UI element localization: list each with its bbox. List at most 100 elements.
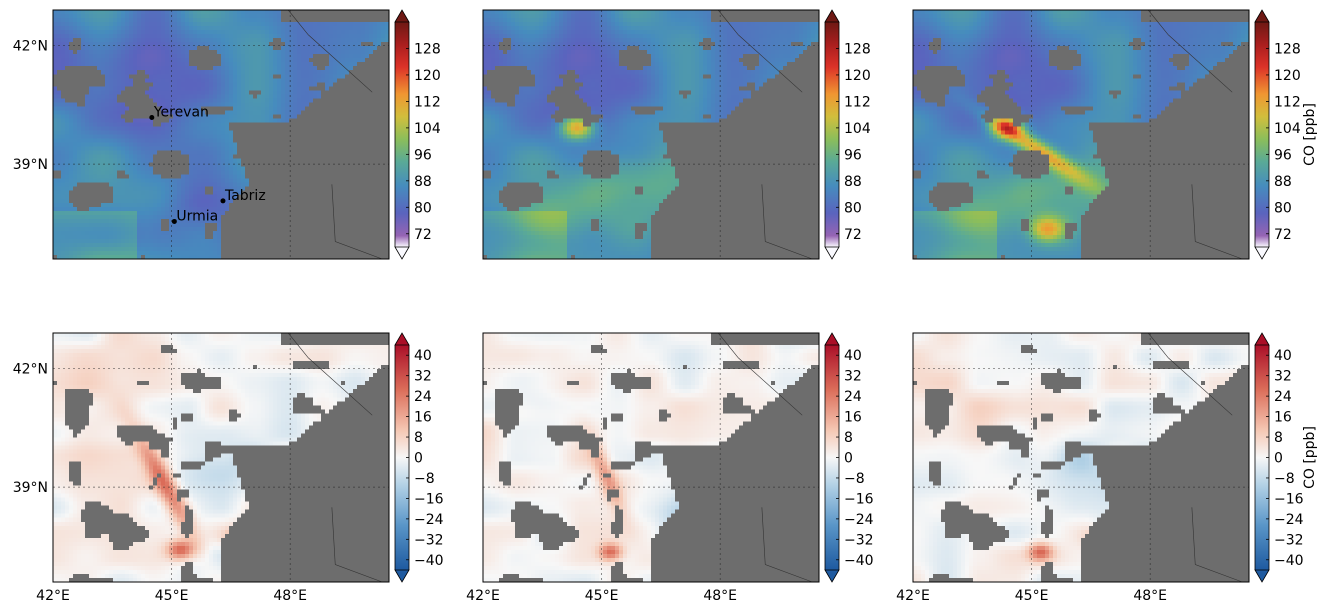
- colorbar-tick-label: 40: [1274, 348, 1292, 364]
- colorbar-gradient: [1255, 345, 1269, 570]
- lon-tick-label: 45°E: [155, 588, 189, 603]
- colorbar-tick-label: 8: [414, 430, 423, 446]
- lon-tick-label: 42°E: [896, 588, 930, 603]
- colorbar-tick-label: 16: [1274, 410, 1292, 426]
- colorbar-tick-label: 120: [844, 68, 871, 84]
- colorbar-gradient: [825, 345, 839, 570]
- co-field-raster: [53, 333, 389, 582]
- colorbar-tick-label: 128: [844, 41, 871, 57]
- colorbar-tick-label: 80: [844, 200, 862, 216]
- map-panel-1: 42°N 39°N Yerevan Tabriz Urmia: [13, 9, 390, 260]
- city-marker: [149, 115, 155, 121]
- colorbar-tick-label: −40: [414, 553, 444, 569]
- city-label-yerevan: Yerevan: [153, 105, 209, 121]
- colorbar-extend-bottom: [394, 246, 410, 260]
- colorbar-tick-label: 88: [414, 174, 432, 190]
- colorbar-tick-label: 112: [1274, 94, 1301, 110]
- colorbar-tick-label: 104: [1274, 121, 1301, 137]
- colorbar-tick-label: 32: [844, 369, 862, 385]
- colorbar-tick-label: −24: [844, 512, 874, 528]
- lon-tick-label: 45°E: [1015, 588, 1049, 603]
- colorbar-tick-label: 8: [844, 430, 853, 446]
- panel-frame: [912, 9, 1250, 260]
- colorbar-gradient: [395, 345, 409, 570]
- co-field-raster: [53, 10, 389, 259]
- co-field-raster: [483, 333, 819, 582]
- lon-tick-label: 42°E: [466, 588, 500, 603]
- colorbar-tick-label: 120: [1274, 68, 1301, 84]
- colorbar-label: CO [ppb]: [1302, 426, 1318, 489]
- colorbar-extend-top: [394, 332, 410, 346]
- colorbar-tick-label: 104: [844, 121, 871, 137]
- colorbar-tick-label: −40: [1274, 553, 1304, 569]
- border-line: [1147, 9, 1233, 93]
- colorbar-gradient: [1255, 22, 1269, 247]
- colorbar-gradient: [395, 22, 409, 247]
- colorbar-4: 40 32 24 16 8 0 −8 −16 −24 −32 −40: [394, 332, 444, 583]
- colorbar-extend-top: [1254, 9, 1270, 23]
- colorbar-tick-label: 80: [414, 200, 432, 216]
- colorbar-tick-label: −40: [844, 553, 874, 569]
- lat-tick-label: 42°N: [13, 39, 48, 55]
- colorbar-tick-label: 24: [414, 389, 432, 405]
- colorbar-extend-bottom: [824, 246, 840, 260]
- co-field-raster: [913, 10, 1249, 259]
- panel-frame: [912, 332, 1250, 583]
- colorbar-tick-label: 72: [1274, 227, 1292, 243]
- colorbar-tick-label: −32: [1274, 532, 1304, 548]
- colorbar-tick-label: 40: [844, 348, 862, 364]
- co-field-raster: [483, 10, 819, 259]
- colorbar-tick-label: 16: [414, 410, 432, 426]
- colorbar-frame: [1254, 22, 1270, 247]
- lon-tick-label: 48°E: [273, 588, 307, 603]
- colorbar-extend-bottom: [1254, 569, 1270, 583]
- colorbar-extend-top: [824, 332, 840, 346]
- colorbar-1: 128 120 112 104 96 88 80 72: [394, 9, 441, 260]
- lat-tick-label: 39°N: [13, 480, 48, 496]
- colorbar-6: 40 32 24 16 8 0 −8 −16 −24 −32 −40 CO [ppb]: [1254, 332, 1318, 583]
- colorbar-tick-label: −32: [844, 532, 874, 548]
- border-line: [331, 184, 383, 260]
- colorbar-tick-label: 32: [1274, 369, 1292, 385]
- lat-tick-label: 42°N: [13, 362, 48, 378]
- colorbar-tick-label: 40: [414, 348, 432, 364]
- panel-frame: [52, 9, 390, 260]
- colorbar-tick-label: 72: [844, 227, 862, 243]
- border-line: [717, 332, 803, 416]
- lon-tick-label: 48°E: [703, 588, 737, 603]
- border-line: [761, 507, 813, 583]
- colorbar-2: 128 120 112 104 96 88 80 72: [824, 9, 871, 260]
- colorbar-extend-bottom: [394, 569, 410, 583]
- colorbar-tick-label: 128: [414, 41, 441, 57]
- colorbar-tick-label: 120: [414, 68, 441, 84]
- colorbar-tick-label: 16: [844, 410, 862, 426]
- colorbar-tick-label: −8: [414, 471, 435, 487]
- colorbar-tick-label: 32: [414, 369, 432, 385]
- border-line: [1191, 507, 1243, 583]
- colorbar-tick-label: −16: [1274, 491, 1304, 507]
- colorbar-frame: [824, 22, 840, 247]
- lon-tick-label: 45°E: [585, 588, 619, 603]
- colorbar-tick-label: −24: [414, 512, 444, 528]
- colorbar-tick-label: 96: [1274, 147, 1292, 163]
- map-panel-5: 42°E 45°E 48°E: [466, 332, 820, 603]
- colorbar-tick-label: 96: [844, 147, 862, 163]
- colorbars: 1281201121049688807212812011210496888072…: [394, 9, 1318, 583]
- colorbar-extend-top: [1254, 332, 1270, 346]
- colorbar-5: 40 32 24 16 8 0 −8 −16 −24 −32 −40: [824, 332, 874, 583]
- colorbar-gradient: [825, 22, 839, 247]
- border-line: [1191, 184, 1243, 260]
- map-panels: 42°N 39°N Yerevan Tabriz Urmia 42°N 39°N 42°E 45…: [13, 9, 1250, 603]
- city-marker: [171, 218, 177, 224]
- colorbar-tick-label: −32: [414, 532, 444, 548]
- border-line: [331, 507, 383, 583]
- colorbar-tick-label: −24: [1274, 512, 1304, 528]
- colorbar-tick-label: 88: [1274, 174, 1292, 190]
- city-label-tabriz: Tabriz: [224, 188, 266, 204]
- colorbar-tick-label: −8: [844, 471, 865, 487]
- colorbar-extend-top: [394, 9, 410, 23]
- colorbar-tick-label: 96: [414, 147, 432, 163]
- colorbar-tick-label: 24: [1274, 389, 1292, 405]
- lon-tick-label: 42°E: [36, 588, 70, 603]
